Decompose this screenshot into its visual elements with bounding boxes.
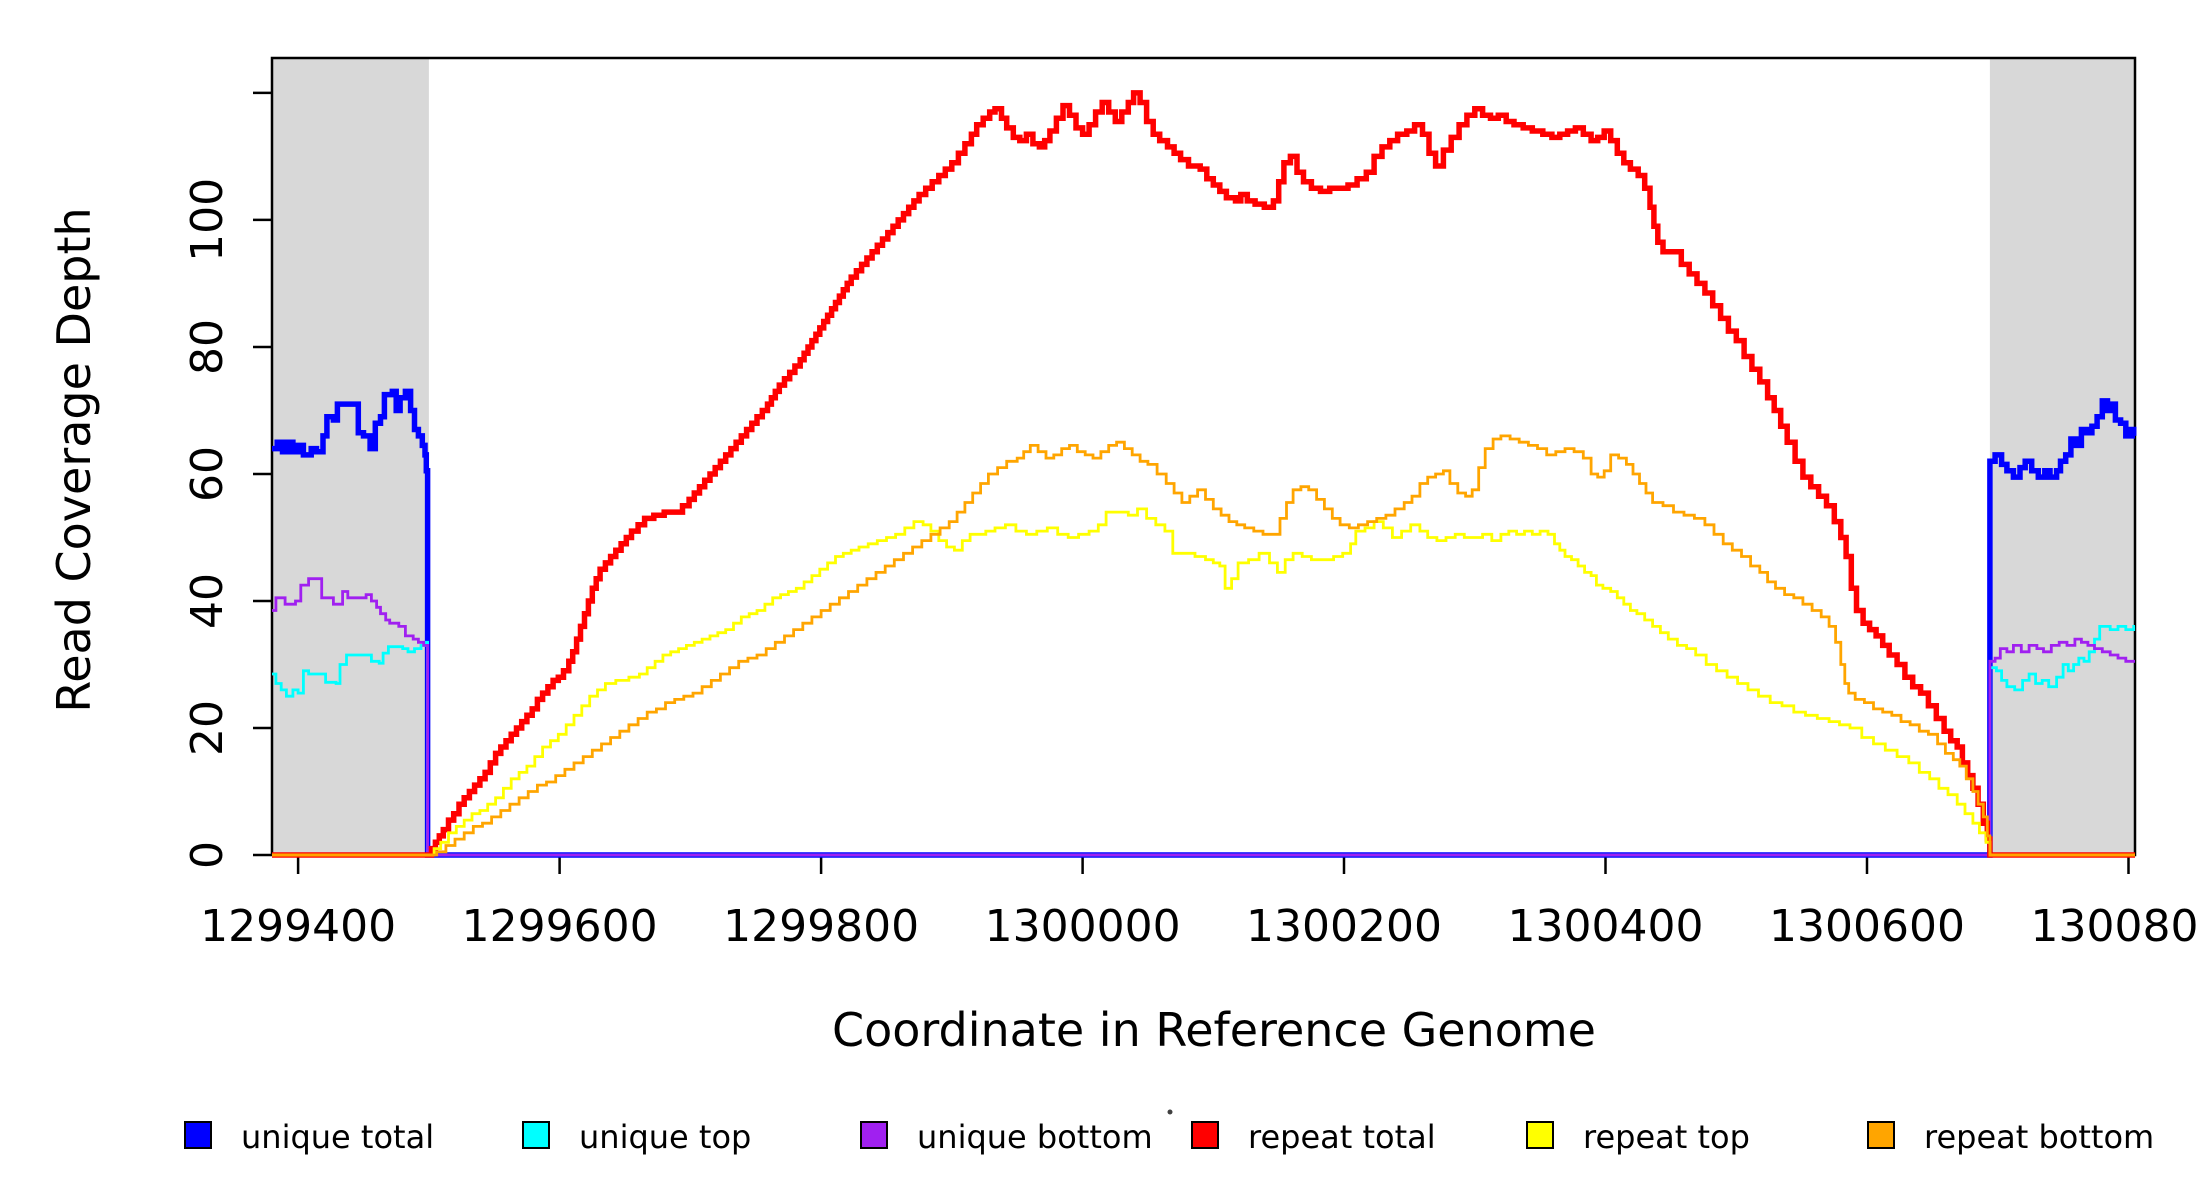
legend-swatch-repeat-bottom bbox=[1867, 1121, 1895, 1149]
series-lines bbox=[272, 90, 2137, 858]
y-tick-label: 80 bbox=[182, 319, 233, 375]
shaded-region-right bbox=[1989, 58, 2135, 855]
axis-tick-labels: 1299400 1299600 1299800 1300000 1300200 13004… bbox=[182, 178, 2200, 952]
legend-swatch-repeat-total bbox=[1191, 1121, 1219, 1149]
legend-label-unique-total: unique total bbox=[241, 1118, 434, 1156]
x-tick-label: 1300000 bbox=[985, 901, 1181, 952]
legend-label-repeat-bottom: repeat bottom bbox=[1924, 1118, 2154, 1156]
plot-border bbox=[270, 56, 2137, 857]
legend-item-unique-top: unique top bbox=[522, 1118, 751, 1156]
x-tick-label: 1300600 bbox=[1769, 901, 1965, 952]
y-tick-label: 60 bbox=[182, 446, 233, 502]
legend-swatch-unique-total bbox=[184, 1121, 212, 1149]
legend-item-unique-total: unique total bbox=[184, 1118, 434, 1156]
legend-label-repeat-total: repeat total bbox=[1248, 1118, 1436, 1156]
legend-label-repeat-top: repeat top bbox=[1583, 1118, 1750, 1156]
legend-item-repeat-total: repeat total bbox=[1191, 1118, 1436, 1156]
series-line-repeat-total bbox=[272, 90, 2135, 858]
y-tick-label: 20 bbox=[182, 700, 233, 756]
x-tick-label: 1299600 bbox=[462, 901, 658, 952]
series-line-repeat-bottom bbox=[272, 434, 2135, 857]
legend-swatch-unique-bottom bbox=[860, 1121, 888, 1149]
y-tick-label: 40 bbox=[182, 573, 233, 629]
legend-label-unique-top: unique top bbox=[579, 1118, 751, 1156]
shaded-region-left bbox=[272, 58, 429, 855]
y-tick-label: 0 bbox=[182, 841, 233, 869]
x-tick-label: 1300200 bbox=[1246, 901, 1442, 952]
x-tick-label: 1300400 bbox=[1508, 901, 1704, 952]
legend-label-unique-bottom: unique bottom bbox=[917, 1118, 1153, 1156]
legend-swatch-unique-top bbox=[522, 1121, 550, 1149]
y-axis-title: Read Coverage Depth bbox=[47, 207, 101, 712]
x-tick-label: 1299800 bbox=[723, 901, 919, 952]
legend-item-unique-bottom: unique bottom bbox=[860, 1118, 1153, 1156]
series-line-unique-bottom bbox=[272, 577, 2135, 857]
x-tick-label: 1299400 bbox=[200, 901, 396, 952]
legend-artifact-dot bbox=[1167, 1109, 1173, 1115]
legend: unique total unique top unique bottom re… bbox=[184, 1109, 2154, 1156]
series-line-unique-total bbox=[272, 388, 2137, 858]
legend-item-repeat-top: repeat top bbox=[1526, 1118, 1750, 1156]
y-tick-label: 100 bbox=[182, 178, 233, 262]
series-line-repeat-top bbox=[272, 507, 2135, 857]
x-axis-title: Coordinate in Reference Genome bbox=[832, 1003, 1596, 1057]
legend-swatch-repeat-top bbox=[1526, 1121, 1554, 1149]
axis-ticks bbox=[253, 91, 2130, 874]
legend-item-repeat-bottom: repeat bottom bbox=[1867, 1118, 2154, 1156]
shaded-regions bbox=[272, 58, 2135, 855]
